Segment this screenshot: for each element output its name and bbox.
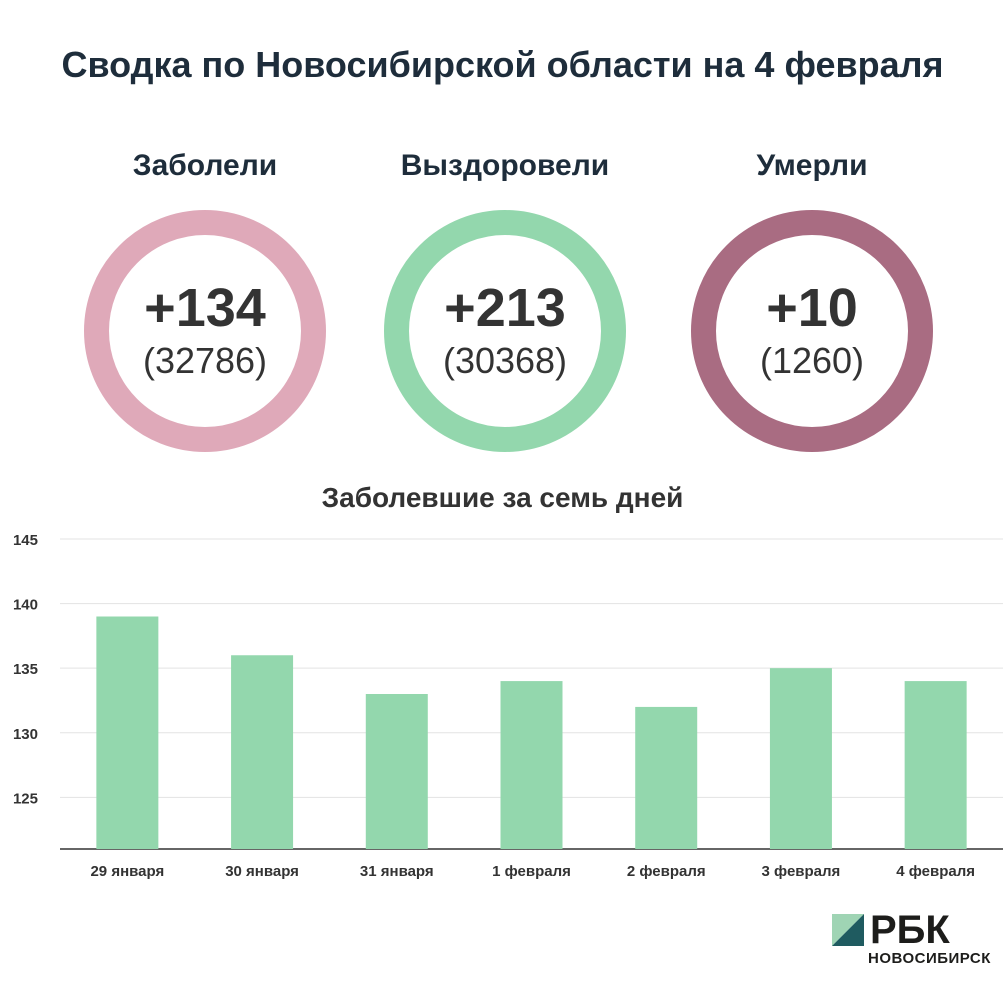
x-tick-label: 4 февраля [896,863,975,880]
y-tick-label: 135 [13,661,38,678]
x-tick-label: 30 января [225,863,299,880]
stat-infected: Заболели +134 (32786) [65,140,345,452]
y-tick-label: 130 [13,726,38,743]
stat-recovered: Выздоровели +213 (30368) [365,140,645,452]
stat-label: Умерли [756,149,868,182]
bar [96,616,159,849]
y-tick-label: 125 [13,790,38,807]
page-title: Сводка по Новосибирской области на 4 фев… [61,44,944,85]
x-tick-label: 29 января [90,863,164,880]
brand-mark-icon [832,914,864,946]
stat-ring: +134 (32786) [84,210,326,452]
stat-total: (30368) [442,340,568,381]
bar [231,655,294,849]
stat-delta: +134 [144,278,266,338]
x-tick-label: 31 января [360,863,434,880]
bar-chart: 125 130 135 140 145 29 января 30 января 31 янва… [13,532,1003,880]
x-tick-label: 1 февраля [492,863,571,880]
x-tick-label: 2 февраля [627,863,706,880]
stat-delta: +10 [766,278,858,338]
brand-logo: РБК НОВОСИБИРСК [832,908,997,972]
stat-ring: +213 (30368) [384,210,626,452]
bar [904,681,967,849]
stat-ring: +10 (1260) [691,210,933,452]
y-tick-label: 140 [13,597,38,614]
y-tick-label: 145 [13,532,38,549]
stat-delta: +213 [444,278,566,338]
stat-label: Выздоровели [400,149,610,182]
x-tick-label: 3 февраля [762,863,841,880]
brand-subtitle: НОВОСИБИРСК [868,950,991,967]
stat-total: (1260) [759,340,865,381]
bar [365,694,428,849]
bar [635,706,698,849]
stat-label: Заболели [132,149,278,182]
brand-name: РБК [870,908,950,952]
bar [769,668,832,849]
stat-deaths: Умерли +10 (1260) [672,140,952,452]
bar [500,681,563,849]
chart-title: Заболевшие за семь дней [321,482,684,513]
stat-total: (32786) [142,340,268,381]
